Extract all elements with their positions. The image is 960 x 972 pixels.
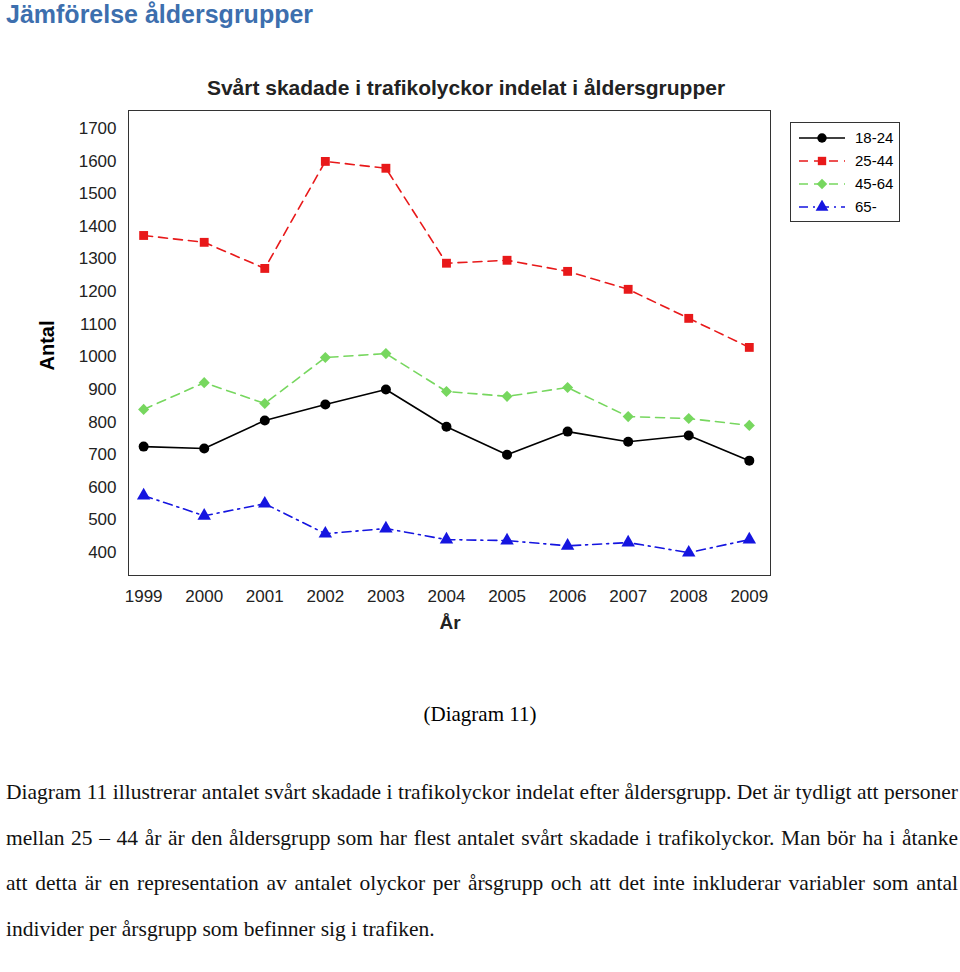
svg-text:2009: 2009	[730, 587, 768, 606]
svg-text:2008: 2008	[670, 587, 708, 606]
svg-text:800: 800	[88, 413, 116, 432]
svg-text:500: 500	[88, 510, 116, 529]
html-text:25-44: 25-44	[855, 152, 894, 169]
html-text:Diagram 11 illustrerar antalet: Diagram 11 illustrerar antalet svårt ska…	[6, 780, 958, 941]
svg-text:600: 600	[88, 478, 116, 497]
svg-text:1000: 1000	[79, 347, 117, 366]
svg-text:2006: 2006	[549, 587, 587, 606]
svg-text:2002: 2002	[306, 587, 344, 606]
svg-text:1500: 1500	[79, 184, 117, 203]
html-text:Svårt skadade i trafikolyckor: Svårt skadade i trafikolyckor indelat i …	[206, 76, 726, 99]
svg-text:1300: 1300	[79, 249, 117, 268]
svg-text:2005: 2005	[488, 587, 526, 606]
svg-text:1100: 1100	[80, 315, 117, 334]
svg-text:1400: 1400	[79, 217, 117, 236]
svg-text:1700: 1700	[79, 119, 117, 138]
svg-text:2007: 2007	[609, 587, 647, 606]
html-text:65-: 65-	[855, 198, 877, 215]
svg-text:400: 400	[88, 543, 116, 562]
svg-text:2004: 2004	[428, 587, 466, 606]
html-text:(Diagram 11): (Diagram 11)	[423, 702, 537, 726]
html-text:Jämförelse åldersgrupper: Jämförelse åldersgrupper	[6, 0, 314, 28]
svg-text:900: 900	[88, 380, 116, 399]
html-text:18-24: 18-24	[855, 129, 894, 146]
html-text:45-64: 45-64	[855, 175, 894, 192]
svg-text:2001: 2001	[246, 587, 284, 606]
html-text:År: År	[439, 612, 461, 633]
svg-text:1200: 1200	[79, 282, 117, 301]
svg-text:2003: 2003	[367, 587, 405, 606]
svg-text:1600: 1600	[79, 152, 117, 171]
svg-text:1999: 1999	[125, 587, 163, 606]
svg-text:2000: 2000	[185, 587, 223, 606]
svg-text:700: 700	[88, 445, 116, 464]
html-text:Antal: Antal	[35, 320, 58, 371]
